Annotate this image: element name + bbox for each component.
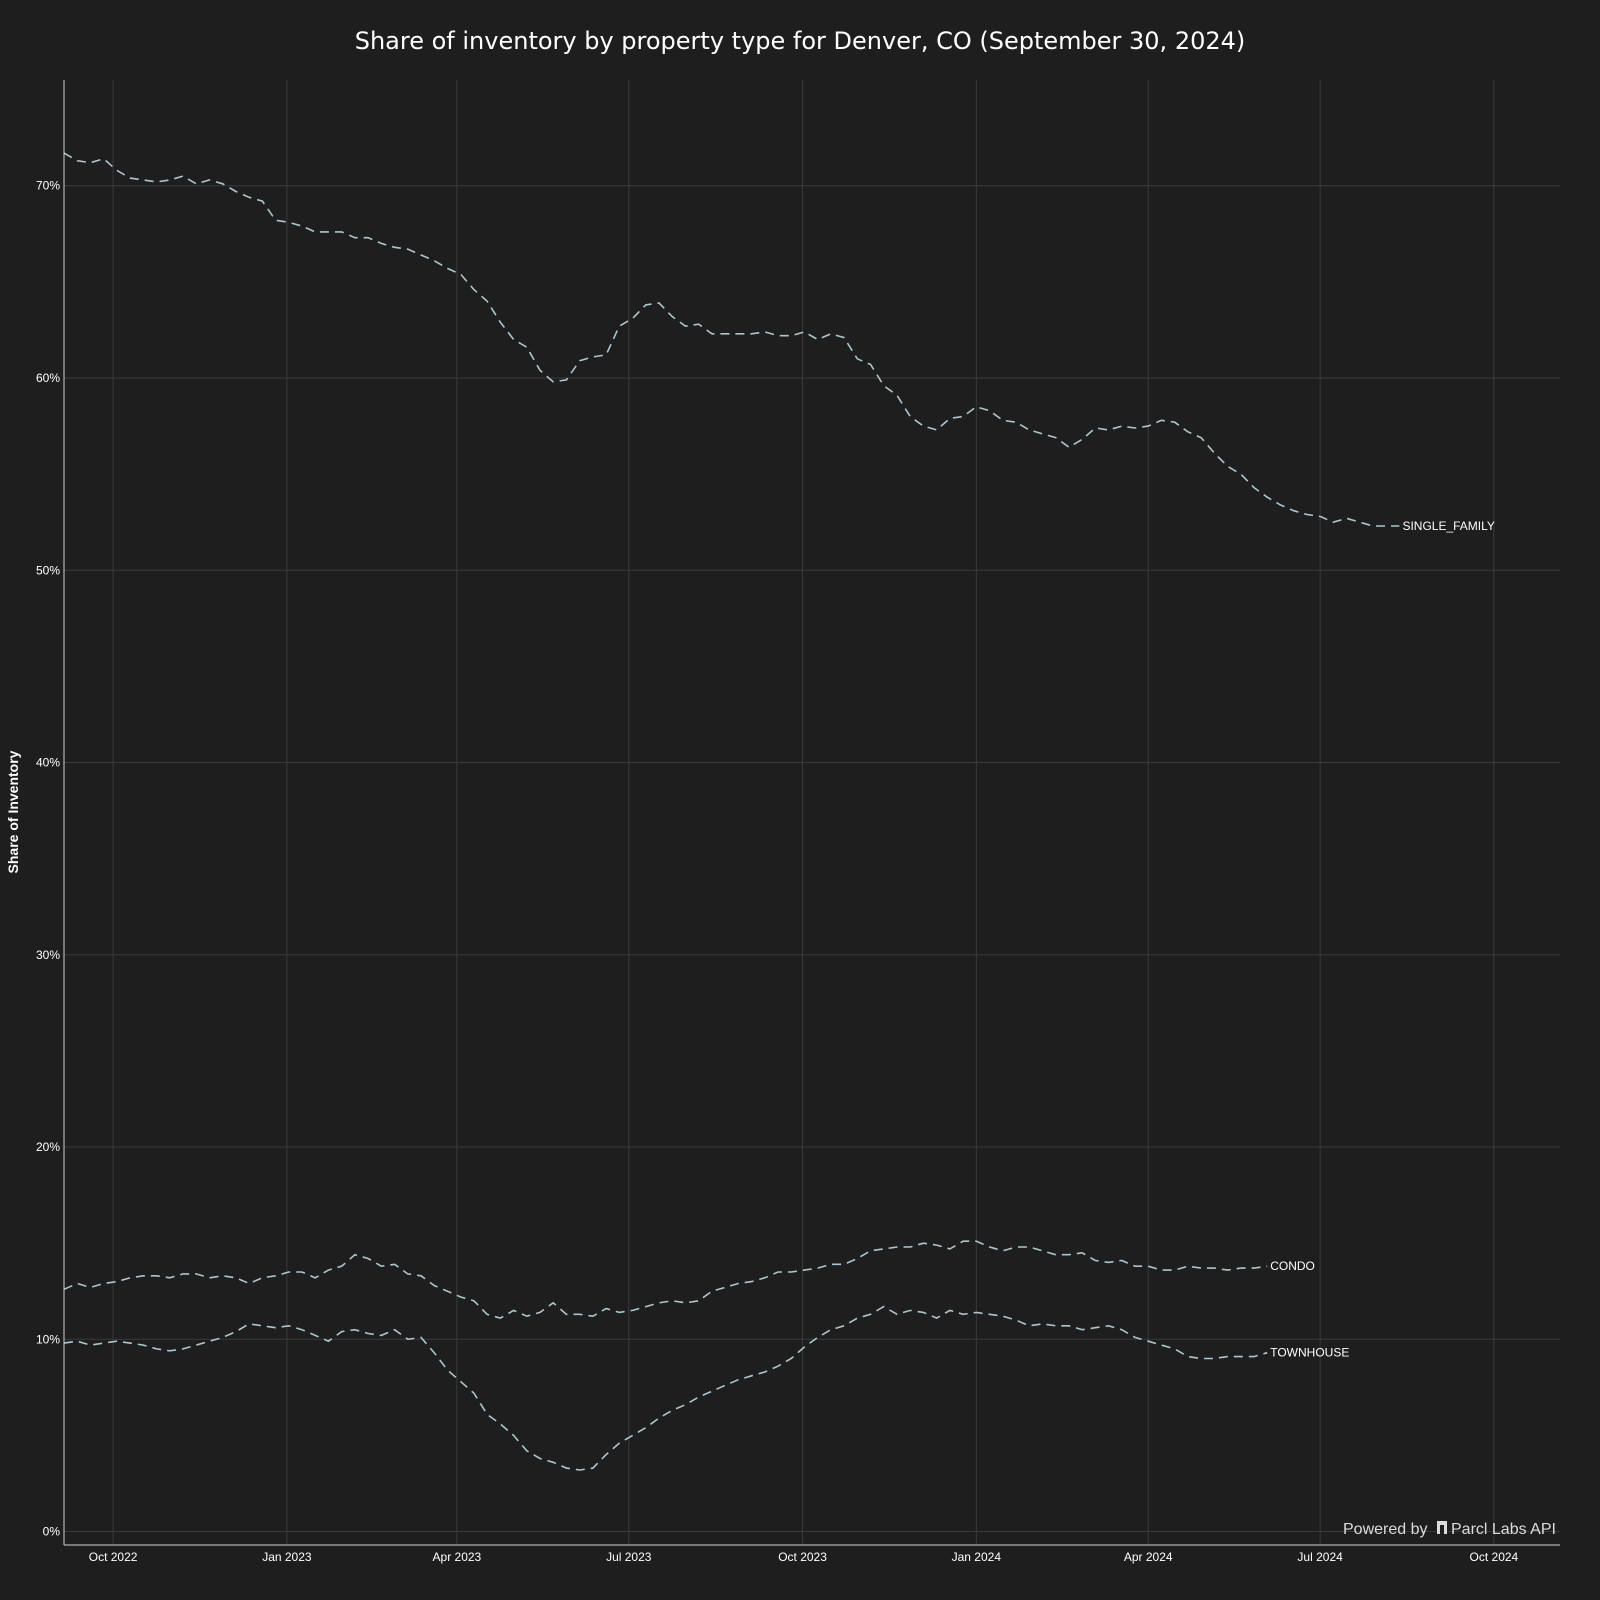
x-axis-ticks: Oct 2022 Jan 2023 Apr 2023 Jul 2023 Oct 2023… [89,1550,1519,1564]
y-tick-label: 10% [36,1332,60,1346]
y-axis-title: Share of Inventory [5,750,21,873]
series-label-townhouse: TOWNHOUSE [1270,1346,1349,1360]
x-tick-label: Oct 2024 [1470,1550,1519,1564]
x-tick-label: Jan 2024 [952,1550,1002,1564]
powered-by-text: Powered by [1343,1521,1428,1538]
x-tick-label: Oct 2023 [778,1550,827,1564]
chart-title: Share of inventory by property type for … [355,27,1246,55]
grid-lines [64,80,1560,1545]
y-tick-label: 20% [36,1140,60,1154]
series-label-condo: CONDO [1270,1259,1315,1273]
x-tick-label: Jan 2023 [262,1550,312,1564]
x-tick-label: Apr 2024 [1124,1550,1173,1564]
y-tick-label: 50% [36,563,60,577]
y-tick-label: 60% [36,371,60,385]
x-tick-label: Apr 2023 [433,1550,482,1564]
series-labels: SINGLE_FAMILY CONDO TOWNHOUSE [1270,519,1495,1360]
parcl-labs-brand: Parcl Labs API [1451,1521,1556,1538]
series-label-single-family: SINGLE_FAMILY [1402,519,1494,533]
y-tick-label: 40% [36,756,60,770]
x-tick-label: Oct 2022 [89,1550,138,1564]
y-axis-ticks: 0% 10% 20% 30% 40% 50% 60% 70% [36,179,60,1539]
series-lines [63,152,1400,1471]
powered-by-badge: Powered by Parcl Labs API [1343,1521,1556,1538]
y-tick-label: 0% [43,1525,61,1539]
y-tick-label: 70% [36,179,60,193]
series-line-townhouse [63,1305,1268,1471]
parcl-logo-icon [1437,1521,1447,1534]
x-tick-label: Jul 2024 [1297,1550,1343,1564]
series-line-single-family [63,152,1400,527]
series-line-condo [63,1240,1268,1319]
x-tick-label: Jul 2023 [606,1550,652,1564]
y-tick-label: 30% [36,948,60,962]
